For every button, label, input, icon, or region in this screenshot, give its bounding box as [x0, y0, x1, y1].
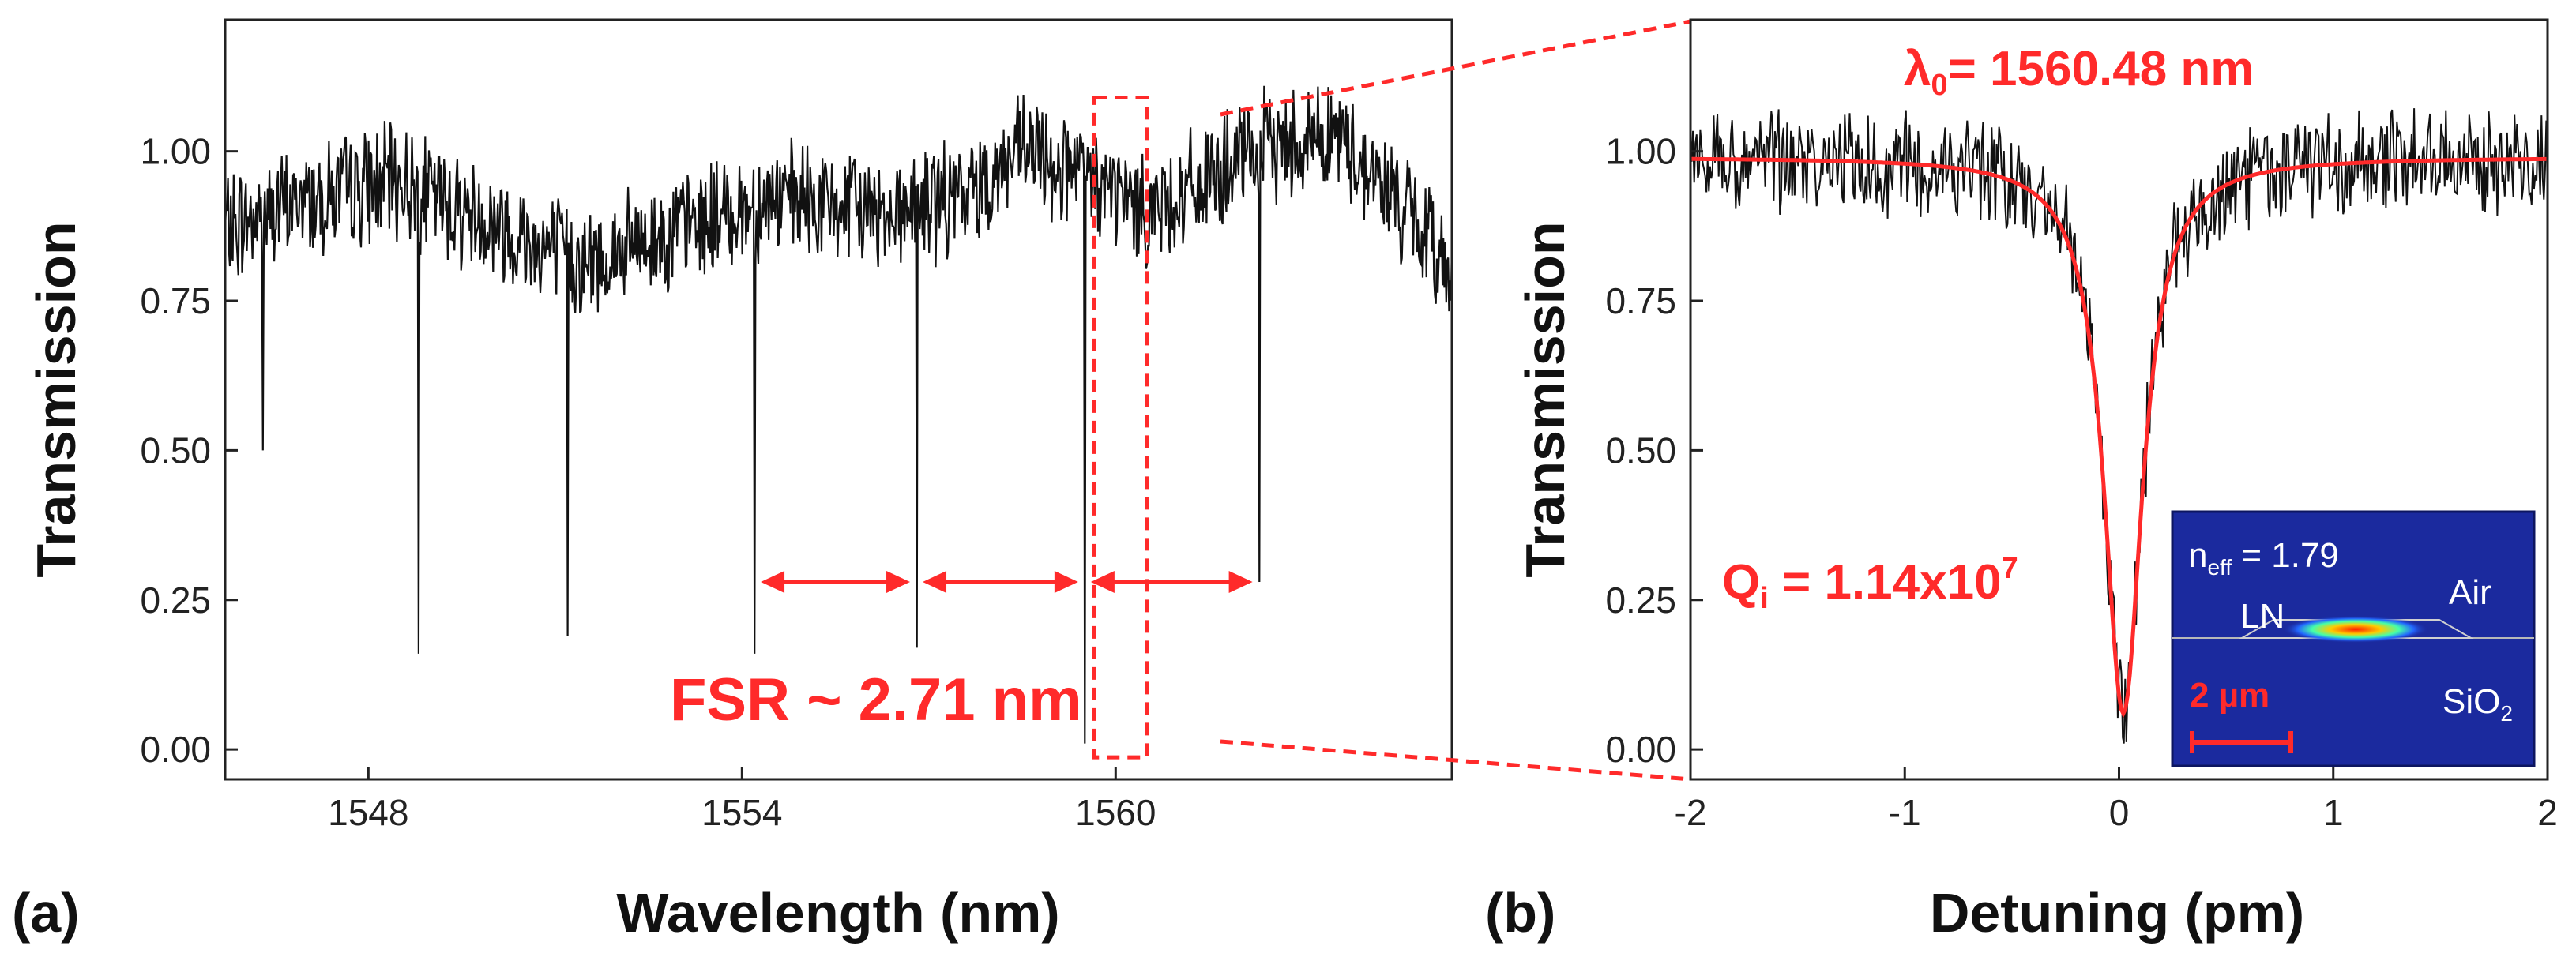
panel-a-x-axis-title: Wavelength (nm): [616, 882, 1059, 944]
panel-b-x-tick-label: 2: [2537, 792, 2558, 833]
panel-a-y-tick-label: 0.75: [140, 280, 211, 321]
inset-scale-bar: [2190, 731, 2293, 753]
panel-a-x-tick-label: 1560: [1075, 792, 1156, 833]
inset-sio2-label: SiO2: [2442, 682, 2513, 726]
panel-b-lorentzian-fit: [1690, 156, 2548, 719]
panel-b-ticks: -2 -1 0 1 2 0.00 0.25 0.50 0.75 1.00: [1605, 131, 2557, 833]
panel-b-x-tick-label: 0: [2109, 792, 2130, 833]
panel-a-ticks: 1548 1554 1560 0.00 0.25 0.50 0.75 1.00: [140, 131, 1156, 833]
panel-b-x-tick-label: 1: [2323, 792, 2344, 833]
panel-a-y-axis-title: Transmission: [25, 221, 87, 577]
mode-field-spot: [2283, 616, 2428, 643]
panel-b-frame: [1689, 18, 2549, 781]
panel-a-y-tick-label: 0.00: [140, 729, 211, 770]
zoom-connector-bottom: [1220, 739, 1691, 782]
intrinsic-q-label: Qi = 1.14x107: [1722, 552, 2018, 615]
panel-a-transmission-line: [224, 85, 1453, 744]
inset-air-label: Air: [2449, 573, 2491, 612]
panel-a-zoom-box: [1092, 95, 1149, 760]
panel-b-y-tick-label: 0.00: [1605, 729, 1676, 770]
panel-a-y-tick-label: 1.00: [140, 131, 211, 172]
panel-a-y-tick-label: 0.25: [140, 580, 211, 621]
panel-a-x-tick-label: 1548: [328, 792, 408, 833]
panel-a-frame: [224, 18, 1453, 781]
panel-b-x-tick-label: -1: [1889, 792, 1921, 833]
panel-b-x-tick-label: -2: [1675, 792, 1707, 833]
inset-scale-bar-label: 2 µm: [2190, 676, 2270, 715]
panel-b-y-tick-label: 0.50: [1605, 430, 1676, 471]
zoom-connector-top: [1220, 19, 1691, 117]
panel-a-y-tick-label: 0.50: [140, 430, 211, 471]
panel-b-y-tick-label: 0.25: [1605, 580, 1676, 621]
panel-b-x-axis-title: Detuning (pm): [1930, 882, 2304, 944]
panel-a-label: (a): [12, 882, 80, 944]
panel-a-trace: [224, 85, 1453, 744]
fsr-annotation: FSR ~ 2.71 nm: [670, 666, 1082, 734]
panel-b-trace: [1690, 108, 2548, 744]
fsr-arrow: [761, 571, 911, 594]
mode-profile-inset: neff = 1.79 Air LN SiO2 2 µm: [2171, 510, 2536, 767]
inset-neff-label: neff = 1.79: [2188, 536, 2339, 580]
resonance-wavelength-label: λ0= 1560.48 nm: [1904, 42, 2254, 102]
panel-b-label: (b): [1485, 882, 1555, 944]
panel-b-y-tick-label: 0.75: [1605, 280, 1676, 321]
panel-b-transmission-line: [1690, 108, 2548, 744]
inset-ln-label: LN: [2240, 597, 2285, 636]
fsr-arrow: [923, 571, 1078, 594]
panel-a-x-tick-label: 1554: [701, 792, 782, 833]
panel-b: -2 -1 0 1 2 0.00 0.25 0.50 0.75 1.00 Transmission…: [1485, 18, 2558, 944]
panel-b-y-tick-label: 1.00: [1605, 131, 1676, 172]
panel-b-y-axis-title: Transmission: [1514, 221, 1576, 577]
fsr-arrow: [1090, 571, 1253, 594]
panel-a-fsr-arrows: [761, 571, 1253, 594]
panel-a: 1548 1554 1560 0.00 0.25 0.50 0.75 1.00 Transmi…: [12, 18, 1453, 944]
